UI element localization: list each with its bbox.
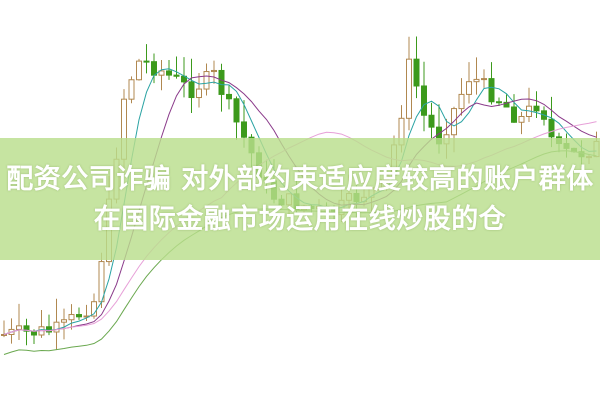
candle — [173, 56, 180, 79]
candle-body — [503, 101, 510, 108]
candle-body — [241, 121, 247, 138]
candle-body — [23, 325, 30, 332]
candle — [503, 94, 510, 108]
candle — [23, 318, 30, 346]
candle-body — [226, 93, 232, 100]
candle-body — [481, 78, 487, 81]
candle — [481, 69, 487, 88]
candle — [533, 91, 540, 118]
candle-body — [76, 314, 82, 318]
candle-body — [91, 301, 97, 317]
headline-line-2: 在国际金融市场运用在线炒股的仓 — [93, 204, 507, 235]
candle — [38, 309, 45, 338]
candle — [16, 303, 22, 341]
candle-body — [53, 321, 60, 333]
candle-body — [428, 114, 435, 128]
candle — [91, 293, 97, 319]
candle-body — [458, 93, 465, 110]
candle — [46, 314, 52, 336]
candle — [518, 111, 525, 135]
candle — [166, 59, 172, 80]
candle — [226, 85, 232, 110]
candle — [128, 76, 135, 104]
candle-body — [166, 70, 172, 76]
candle-body — [128, 79, 135, 100]
candle — [211, 60, 217, 84]
candle-body — [136, 60, 142, 81]
candle-body — [158, 70, 165, 76]
candle-body — [46, 326, 52, 333]
candle-body — [16, 325, 22, 330]
candle — [218, 63, 225, 112]
candle-body — [496, 101, 502, 104]
candle — [76, 307, 82, 320]
candle — [68, 304, 75, 330]
candle-body — [143, 60, 150, 63]
candle — [421, 61, 427, 132]
candle — [413, 36, 420, 99]
candle — [196, 73, 202, 108]
candle-body — [518, 116, 525, 123]
candle-body — [151, 61, 157, 76]
candle — [1, 320, 7, 338]
candle — [203, 63, 210, 96]
candle — [511, 94, 517, 123]
candle-body — [196, 88, 202, 99]
candle-body — [211, 69, 217, 73]
candle-body — [473, 78, 480, 83]
candle — [143, 44, 150, 74]
candle-body — [413, 58, 420, 87]
candle-body — [233, 98, 240, 123]
candle-body — [548, 118, 555, 138]
candle — [136, 58, 142, 81]
candle-body — [406, 58, 412, 119]
candle-body — [68, 314, 75, 321]
candle-body — [31, 330, 37, 336]
candle-body — [173, 74, 180, 77]
candle-body — [533, 105, 540, 112]
candle — [526, 87, 532, 122]
candle — [158, 59, 165, 91]
candle — [98, 252, 105, 309]
candle — [473, 57, 480, 95]
candle — [53, 298, 60, 350]
candle — [428, 102, 435, 140]
candle — [188, 58, 195, 114]
candle-body — [1, 333, 7, 336]
candle — [488, 62, 495, 105]
candle — [61, 308, 67, 340]
candle — [8, 318, 15, 344]
candle — [466, 62, 472, 104]
candle-body — [61, 319, 67, 323]
candle-body — [203, 71, 210, 90]
headline-banner — [0, 138, 600, 260]
headline-line-1: 配资公司诈骗 对外部约束适应度较高的账户群体 — [6, 164, 594, 195]
candle — [233, 96, 240, 140]
candle-body — [218, 69, 225, 95]
headline: 配资公司诈骗 对外部约束适应度较高的账户群体 在国际金融市场运用在线炒股的仓 — [0, 160, 600, 240]
candle-body — [466, 81, 472, 95]
candle-body — [421, 85, 427, 116]
candle-body — [188, 81, 195, 99]
candle-body — [511, 106, 517, 123]
candle — [496, 97, 502, 106]
candle-body — [488, 78, 495, 103]
candle — [406, 36, 412, 131]
candle — [458, 78, 465, 116]
